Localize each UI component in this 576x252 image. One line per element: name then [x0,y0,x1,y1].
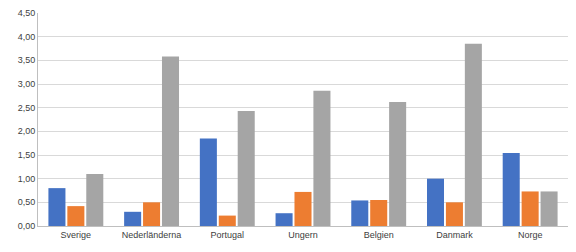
svg-text:1,00: 1,00 [18,174,36,184]
svg-text:0,50: 0,50 [18,197,36,207]
svg-text:4,50: 4,50 [18,8,36,18]
svg-text:Norge: Norge [518,230,543,240]
svg-text:Belgien: Belgien [364,230,394,240]
svg-text:0,00: 0,00 [18,221,36,231]
svg-text:4,00: 4,00 [18,32,36,42]
svg-text:2,50: 2,50 [18,103,36,113]
svg-text:3,50: 3,50 [18,55,36,65]
svg-text:2,00: 2,00 [18,126,36,136]
svg-text:Ungern: Ungern [288,230,318,240]
svg-text:Nederländerna: Nederländerna [122,230,182,240]
svg-text:3,00: 3,00 [18,79,36,89]
svg-text:Danmark: Danmark [436,230,473,240]
svg-text:Portugal: Portugal [211,230,245,240]
svg-text:1,50: 1,50 [18,150,36,160]
svg-text:Sverige: Sverige [61,230,92,240]
